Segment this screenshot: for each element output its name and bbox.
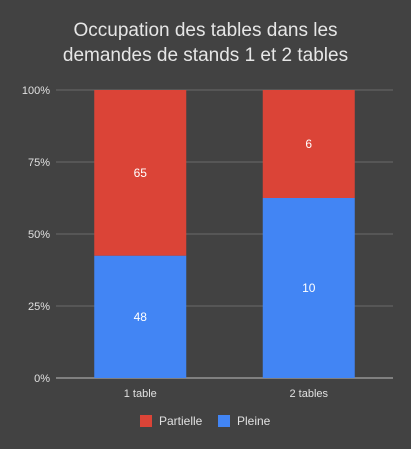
legend-item-pleine: Pleine [218, 414, 271, 428]
chart-title-line-2: demandes de stands 1 et 2 tables [62, 45, 349, 66]
data-label: 6 [305, 137, 312, 151]
bar-partielle-1 [94, 90, 187, 256]
data-labels: 48 65 10 6 [134, 137, 316, 324]
y-axis-ticks: 0% 25% 50% 75% 100% [22, 85, 50, 385]
bars [94, 90, 355, 378]
y-tick-label: 0% [34, 373, 50, 385]
y-tick-label: 50% [28, 229, 50, 241]
y-tick-label: 25% [28, 301, 50, 313]
legend-item-partielle: Partielle [140, 414, 203, 428]
data-label: 10 [302, 281, 316, 295]
data-label: 48 [134, 310, 148, 324]
bar-pleine-1 [94, 255, 187, 378]
legend-label: Pleine [237, 414, 271, 428]
bar-pleine-2 [262, 198, 355, 378]
x-tick-label: 1 table [124, 388, 157, 400]
chart-title-line-1: Occupation des tables dans les [73, 20, 338, 41]
legend: Partielle Pleine [140, 414, 271, 428]
legend-swatch [218, 415, 230, 427]
x-axis-ticks: 1 table 2 tables [124, 388, 329, 400]
legend-swatch [140, 415, 152, 427]
x-tick-label: 2 tables [289, 388, 328, 400]
y-tick-label: 100% [22, 85, 50, 97]
bar-partielle-2 [262, 90, 355, 198]
chart-title: Occupation des tables dans les demandes … [0, 18, 411, 68]
data-label: 65 [134, 166, 148, 180]
y-tick-label: 75% [28, 157, 50, 169]
legend-label: Partielle [159, 414, 203, 428]
